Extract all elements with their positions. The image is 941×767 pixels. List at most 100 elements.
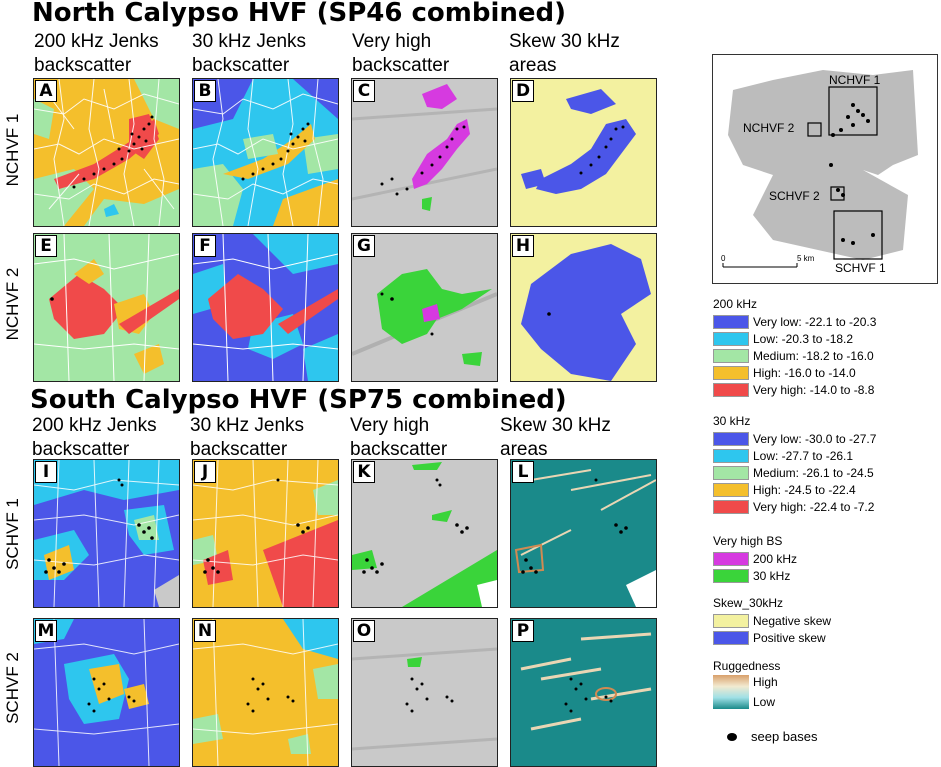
legend-skew: Skew_30kHz Negative skew Positive skew xyxy=(713,596,831,646)
panel-c: C xyxy=(351,78,498,227)
scale-end: 5 km xyxy=(797,254,815,263)
legend-very-high-bs-title: Very high BS xyxy=(713,534,783,548)
scale-start: 0 xyxy=(721,254,726,263)
legend-label: Low: -20.3 to -18.2 xyxy=(753,331,854,346)
seep-dot-icon xyxy=(727,732,737,741)
panel-label-a: A xyxy=(35,80,57,102)
panel-c-map xyxy=(352,79,497,226)
legend-row: High: -16.0 to -14.0 xyxy=(713,364,876,381)
legend-label: 200 kHz xyxy=(753,551,798,566)
north-col-header-4: Skew 30 kHz areas xyxy=(509,31,620,76)
legend-row: Medium: -26.1 to -24.5 xyxy=(713,464,876,481)
legend-label: 30 kHz xyxy=(753,568,791,583)
legend-skew-title: Skew_30kHz xyxy=(713,596,784,610)
row-label-nchvf2: NCHVF 2 xyxy=(3,267,22,341)
south-col-header-3: Very high backscatter xyxy=(350,415,448,460)
panel-e: E xyxy=(33,233,180,382)
panel-label-p: P xyxy=(512,620,534,642)
panel-f: F xyxy=(192,233,339,382)
legend-ruggedness-title: Ruggedness xyxy=(713,659,781,673)
north-col-header-3: Very high backscatter xyxy=(352,31,450,76)
panel-label-c: C xyxy=(353,80,375,102)
south-col-header-1: 200 kHz Jenks backscatter xyxy=(32,415,157,460)
legend-label: Positive skew xyxy=(753,630,826,645)
panel-o-map xyxy=(352,619,497,766)
legend-label: High: -16.0 to -14.0 xyxy=(753,365,856,380)
legend-swatch xyxy=(713,431,749,446)
legend-row: Negative skew xyxy=(713,612,831,629)
inset-label-nchvf2: NCHVF 2 xyxy=(743,121,795,135)
panel-p: P xyxy=(510,618,657,767)
panel-label-o: O xyxy=(353,620,375,642)
panel-label-k: K xyxy=(353,461,375,483)
legend-swatch xyxy=(713,482,749,497)
panel-label-g: G xyxy=(353,235,375,257)
panel-label-i: I xyxy=(35,461,57,483)
panel-label-e: E xyxy=(35,235,57,257)
inset-label-schvf2: SCHVF 2 xyxy=(769,189,820,203)
legend-row: Very low: -22.1 to -20.3 xyxy=(713,313,876,330)
legend-swatch xyxy=(713,630,749,645)
panel-label-f: F xyxy=(194,235,216,257)
panel-label-d: D xyxy=(512,80,534,102)
legend-200khz-title: 200 kHz xyxy=(713,297,758,311)
panel-d: D xyxy=(510,78,657,227)
panel-b: B xyxy=(192,78,339,227)
north-title: North Calypso HVF (SP46 combined) xyxy=(32,0,567,28)
legend-swatch xyxy=(713,348,749,363)
legend-swatch xyxy=(713,499,749,514)
legend-label: Medium: -26.1 to -24.5 xyxy=(753,465,874,480)
legend-row: High: -24.5 to -22.4 xyxy=(713,481,876,498)
row-label-schvf1: SCHVF 1 xyxy=(3,498,22,570)
legend-row: Low: -27.7 to -26.1 xyxy=(713,447,876,464)
legend-30khz: 30 kHz Very low: -30.0 to -27.7 Low: -27… xyxy=(713,414,876,515)
panel-o: O xyxy=(351,618,498,767)
legend-row: Very low: -30.0 to -27.7 xyxy=(713,430,876,447)
panel-label-b: B xyxy=(194,80,216,102)
legend-row: Very high: -14.0 to -8.8 xyxy=(713,381,876,398)
legend-30khz-title: 30 kHz xyxy=(713,414,751,428)
panel-g: G xyxy=(351,233,498,382)
legend-label: Very low: -30.0 to -27.7 xyxy=(753,431,877,446)
legend-row: Low: -20.3 to -18.2 xyxy=(713,330,876,347)
panel-h-map xyxy=(511,234,656,381)
panel-label-j: J xyxy=(194,461,216,483)
legend-ruggedness: Ruggedness High Low xyxy=(713,659,780,709)
panel-j: J xyxy=(192,459,339,608)
legend-label: Negative skew xyxy=(753,613,832,628)
legend-swatch xyxy=(713,613,749,628)
legend-row: 200 kHz xyxy=(713,550,797,567)
legend-swatch xyxy=(713,331,749,346)
ruggedness-gradient xyxy=(713,675,749,709)
panel-e-map xyxy=(34,234,179,381)
south-col-header-2: 30 kHz Jenks backscatter xyxy=(190,415,305,460)
panel-a: A xyxy=(33,78,180,227)
row-label-nchvf1: NCHVF 1 xyxy=(3,113,22,187)
panel-k-map xyxy=(352,460,497,607)
legend-row: Positive skew xyxy=(713,629,831,646)
ruggedness-high-label: High xyxy=(753,675,778,689)
panel-h: H xyxy=(510,233,657,382)
panel-p-map xyxy=(511,619,656,766)
legend-label: Low: -27.7 to -26.1 xyxy=(753,448,854,463)
south-title: South Calypso HVF (SP75 combined) xyxy=(30,385,567,415)
south-col-header-4: Skew 30 kHz areas xyxy=(500,415,611,460)
inset-label-nchvf1: NCHVF 1 xyxy=(829,73,881,87)
legend-swatch xyxy=(713,382,749,397)
legend-swatch xyxy=(713,551,749,566)
panel-n-map xyxy=(193,619,338,766)
legend-row: 30 kHz xyxy=(713,567,797,584)
legend-200khz: 200 kHz Very low: -22.1 to -20.3 Low: -2… xyxy=(713,297,876,398)
panel-l-map xyxy=(511,460,656,607)
panel-d-map xyxy=(511,79,656,226)
legend-swatch xyxy=(713,568,749,583)
panel-i-map xyxy=(34,460,179,607)
overview-map-graphic xyxy=(722,70,918,268)
legend-label: Very high: -14.0 to -8.8 xyxy=(753,382,875,397)
panel-label-n: N xyxy=(194,620,216,642)
panel-label-m: M xyxy=(35,620,57,642)
panel-f-map xyxy=(193,234,338,381)
panel-k: K xyxy=(351,459,498,608)
north-col-header-2: 30 kHz Jenks backscatter xyxy=(192,31,307,76)
legend-label: Medium: -18.2 to -16.0 xyxy=(753,348,874,363)
